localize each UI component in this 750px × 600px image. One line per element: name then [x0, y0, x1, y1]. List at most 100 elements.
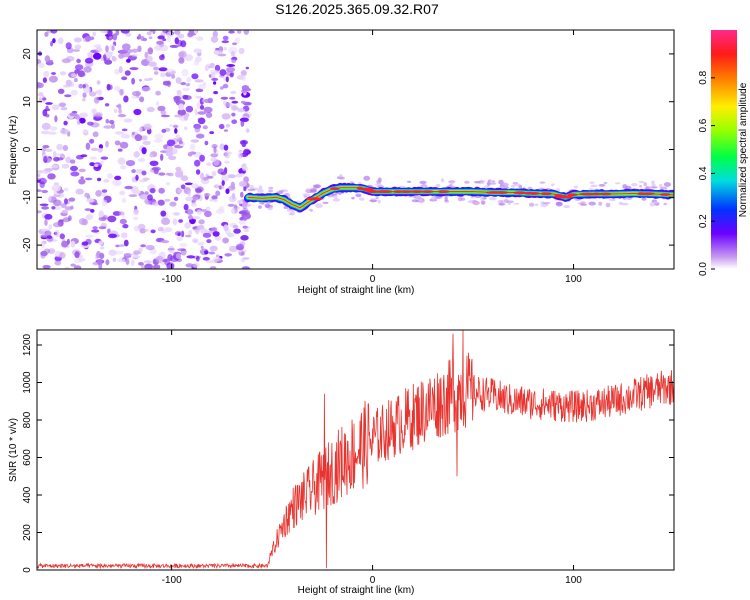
- ridge-peak-spot: [376, 190, 389, 194]
- noise-speckle: [194, 159, 201, 167]
- noise-speckle: [174, 30, 181, 35]
- noise-speckle: [140, 36, 145, 41]
- noise-speckle: [58, 102, 67, 108]
- noise-speckle: [82, 129, 89, 134]
- ridge-halo-speckle: [440, 178, 445, 183]
- noise-speckle: [153, 167, 159, 175]
- ridge-halo-speckle: [603, 181, 608, 185]
- noise-speckle: [230, 90, 237, 95]
- ridge-halo-speckle: [413, 195, 422, 200]
- noise-speckle: [127, 55, 137, 61]
- noise-speckle: [48, 195, 52, 202]
- noise-speckle: [243, 186, 247, 192]
- noise-speckle: [176, 235, 183, 242]
- noise-speckle: [196, 209, 202, 215]
- noise-speckle: [65, 42, 72, 50]
- noise-speckle: [209, 199, 213, 202]
- noise-speckle: [105, 45, 109, 53]
- noise-speckle: [141, 147, 147, 155]
- noise-speckle: [40, 147, 47, 152]
- noise-speckle: [198, 83, 206, 90]
- noise-speckle: [229, 96, 236, 100]
- noise-speckle: [83, 66, 92, 73]
- noise-speckle: [238, 152, 243, 159]
- noise-speckle: [221, 40, 230, 44]
- noise-speckle: [120, 165, 127, 170]
- ridge-peak-spot: [513, 191, 526, 195]
- noise-speckle: [41, 206, 49, 210]
- noise-speckle: [220, 96, 229, 100]
- noise-speckle: [211, 144, 218, 149]
- ridge-halo-speckle: [351, 196, 355, 200]
- noise-speckle: [64, 94, 72, 98]
- noise-speckle: [78, 218, 87, 225]
- noise-speckle: [227, 203, 235, 207]
- noise-speckle: [228, 151, 232, 155]
- noise-speckle: [85, 214, 94, 221]
- noise-speckle: [70, 171, 80, 177]
- noise-speckle: [203, 98, 213, 104]
- noise-speckle: [195, 133, 205, 139]
- noise-speckle: [243, 216, 247, 221]
- noise-speckle: [108, 249, 117, 256]
- noise-speckle: [46, 235, 53, 240]
- noise-speckle: [199, 154, 206, 162]
- noise-speckle: [54, 260, 62, 266]
- noise-speckle: [139, 228, 146, 234]
- noise-speckle: [44, 55, 51, 63]
- noise-speckle: [69, 112, 78, 117]
- noise-speckle: [75, 188, 84, 195]
- noise-speckle: [235, 173, 243, 178]
- figure-title: S126.2025.365.09.32.R07: [275, 1, 439, 17]
- noise-speckle: [89, 156, 97, 160]
- noise-speckle: [228, 185, 236, 191]
- noise-speckle: [231, 59, 237, 63]
- noise-speckle: [240, 70, 247, 76]
- noise-speckle: [82, 92, 87, 98]
- noise-speckle: [160, 261, 166, 265]
- ridge-halo-speckle: [355, 193, 362, 198]
- noise-speckle: [123, 95, 129, 103]
- noise-speckle: [101, 189, 108, 193]
- noise-speckle: [162, 38, 167, 41]
- y-tick-label: 800: [22, 411, 33, 428]
- noise-speckle: [119, 218, 127, 225]
- noise-speckle: [139, 248, 143, 252]
- noise-speckle: [85, 142, 91, 150]
- noise-speckle: [236, 30, 242, 34]
- noise-speckle: [85, 35, 92, 42]
- y-tick-label: 1200: [22, 333, 33, 356]
- noise-speckle: [184, 222, 191, 229]
- noise-speckle: [187, 190, 192, 197]
- noise-speckle: [186, 255, 195, 259]
- y-tick-label: 20: [22, 48, 33, 60]
- noise-speckle: [213, 158, 220, 166]
- ridge-halo-speckle: [407, 180, 412, 183]
- noise-speckle: [105, 119, 110, 124]
- noise-speckle: [141, 86, 151, 92]
- noise-speckle: [51, 206, 56, 210]
- noise-speckle: [224, 102, 233, 107]
- noise-speckle: [78, 178, 86, 185]
- noise-speckle: [242, 202, 249, 209]
- noise-speckle: [197, 241, 205, 246]
- noise-speckle: [191, 202, 197, 208]
- noise-speckle: [132, 189, 141, 195]
- ridge-halo-speckle: [419, 180, 427, 185]
- ridge-halo-speckle: [268, 189, 273, 193]
- noise-speckle: [51, 164, 59, 169]
- noise-speckle: [177, 33, 185, 39]
- noise-speckle: [149, 160, 159, 166]
- ridge-halo-speckle: [377, 199, 382, 204]
- noise-speckle: [223, 46, 228, 51]
- noise-speckle: [226, 64, 236, 67]
- noise-speckle: [107, 30, 113, 37]
- noise-speckle: [139, 126, 143, 133]
- noise-speckle: [180, 184, 186, 190]
- noise-speckle: [145, 244, 155, 251]
- noise-speckle: [204, 210, 212, 218]
- ridge-halo-speckle: [309, 208, 313, 212]
- noise-speckle: [211, 77, 219, 81]
- ridge-peak-spot: [496, 191, 509, 194]
- noise-speckle: [96, 80, 101, 85]
